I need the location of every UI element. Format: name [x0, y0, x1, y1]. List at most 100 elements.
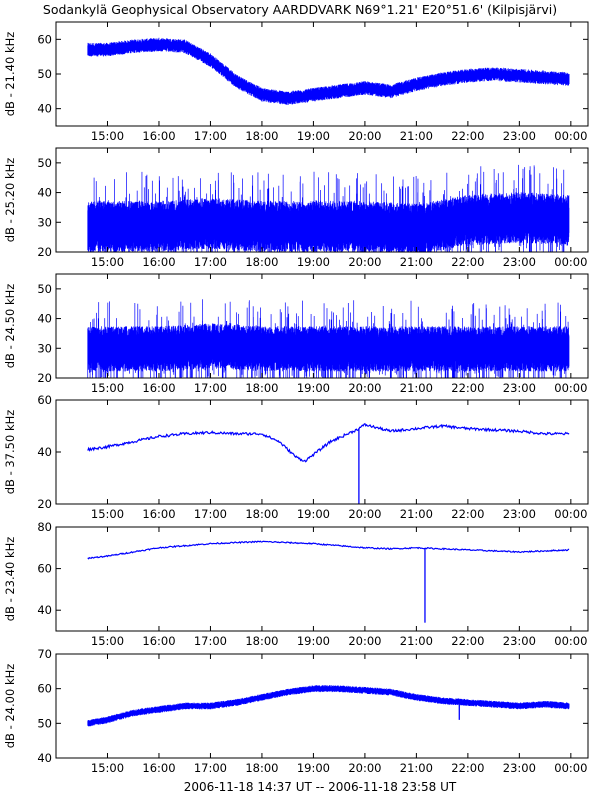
x-tick-label: 16:00: [142, 129, 175, 143]
time-range-footer: 2006-11-18 14:37 UT -- 2006-11-18 23:58 …: [184, 780, 457, 794]
y-tick-label: 80: [37, 520, 52, 534]
x-tick-label: 21:00: [400, 381, 433, 395]
x-tick-label: 00:00: [554, 255, 587, 269]
x-tick-label: 22:00: [451, 129, 484, 143]
panel-4: 20 40 60 15:00 16:00 17:00 18:00 19:00 20:00 21:0…: [3, 393, 589, 521]
plot-frame: [55, 526, 589, 632]
y-axis-label: dB - 23.40 kHz: [3, 537, 17, 622]
x-tick-label: 18:00: [245, 381, 278, 395]
y-tick-label: 40: [37, 751, 52, 765]
figure-title: Sodankylä Geophysical Observatory AARDDV…: [43, 2, 557, 17]
x-tick-label: 16:00: [142, 634, 175, 648]
x-tick-label: 22:00: [451, 761, 484, 775]
x-tick-label: 21:00: [400, 761, 433, 775]
x-tick-label: 18:00: [245, 507, 278, 521]
x-tick-label: 22:00: [451, 381, 484, 395]
y-tick-label: 50: [37, 156, 52, 170]
x-tick-label: 21:00: [400, 255, 433, 269]
x-tick-label: 19:00: [297, 381, 330, 395]
x-tick-label: 15:00: [91, 381, 124, 395]
plot-frame: [55, 273, 589, 379]
y-tick-label: 20: [37, 371, 52, 385]
panel-6: 40 50 60 70 15:00 16:00 17:00 18:00 19:00 20:00 21…: [3, 647, 589, 775]
y-tick-label: 20: [37, 245, 52, 259]
series-line: [87, 164, 570, 252]
series-group: [87, 422, 570, 504]
y-tick-label: 50: [37, 716, 52, 730]
y-axis-label: dB - 24.00 kHz: [3, 664, 17, 749]
x-tick-label: 15:00: [91, 761, 124, 775]
x-tick-label: 16:00: [142, 507, 175, 521]
x-tick-label: 19:00: [297, 507, 330, 521]
series-group: [87, 540, 570, 623]
y-tick-label: 30: [37, 341, 52, 355]
x-tick-label: 21:00: [400, 507, 433, 521]
x-tick-label: 23:00: [503, 507, 536, 521]
x-tick-label: 18:00: [245, 255, 278, 269]
x-tick-label: 19:00: [297, 634, 330, 648]
panels: 40 50 60 15:00 16:00 17:00 18:00 19:00 20:00 21:0…: [3, 21, 589, 775]
x-tick-label: 22:00: [451, 255, 484, 269]
x-tick-label: 18:00: [245, 634, 278, 648]
x-tick-label: 22:00: [451, 507, 484, 521]
y-tick-label: 30: [37, 215, 52, 229]
y-axis-label: dB - 37.50 kHz: [3, 410, 17, 495]
x-tick-label: 20:00: [348, 761, 381, 775]
x-tick-label: 00:00: [554, 129, 587, 143]
plot-frame: [55, 653, 589, 759]
x-tick-label: 15:00: [91, 129, 124, 143]
y-axis-label: dB - 25.20 kHz: [3, 158, 17, 243]
y-tick-label: 60: [37, 682, 52, 696]
x-tick-label: 17:00: [194, 507, 227, 521]
x-tick-label: 20:00: [348, 255, 381, 269]
series-group: [87, 164, 570, 252]
x-tick-label: 15:00: [91, 507, 124, 521]
y-tick-label: 70: [37, 647, 52, 661]
y-tick-label: 40: [37, 102, 52, 116]
x-tick-label: 18:00: [245, 129, 278, 143]
x-tick-label: 23:00: [503, 381, 536, 395]
panel-5: 40 60 80 15:00 16:00 17:00 18:00 19:00 20:00 21:0…: [3, 520, 589, 648]
y-tick-label: 60: [37, 393, 52, 407]
y-tick-label: 50: [37, 282, 52, 296]
y-tick-label: 40: [37, 603, 52, 617]
y-tick-label: 60: [37, 32, 52, 46]
series-group: [87, 685, 570, 727]
x-tick-label: 20:00: [348, 381, 381, 395]
x-tick-label: 00:00: [554, 381, 587, 395]
x-tick-label: 21:00: [400, 129, 433, 143]
x-tick-label: 19:00: [297, 255, 330, 269]
panel-1: 40 50 60 15:00 16:00 17:00 18:00 19:00 20:00 21:0…: [3, 21, 589, 143]
x-tick-label: 23:00: [503, 634, 536, 648]
x-tick-label: 17:00: [194, 129, 227, 143]
x-tick-label: 23:00: [503, 255, 536, 269]
x-tick-label: 23:00: [503, 129, 536, 143]
x-tick-label: 20:00: [348, 507, 381, 521]
x-tick-label: 22:00: [451, 634, 484, 648]
x-tick-label: 17:00: [194, 255, 227, 269]
y-tick-label: 20: [37, 497, 52, 511]
x-tick-label: 20:00: [348, 634, 381, 648]
x-tick-label: 16:00: [142, 761, 175, 775]
x-tick-label: 00:00: [554, 507, 587, 521]
x-tick-label: 15:00: [91, 255, 124, 269]
x-tick-label: 17:00: [194, 761, 227, 775]
x-tick-label: 21:00: [400, 634, 433, 648]
y-axis-label: dB - 24.50 kHz: [3, 284, 17, 369]
x-tick-label: 18:00: [245, 761, 278, 775]
y-tick-label: 60: [37, 562, 52, 576]
x-tick-label: 23:00: [503, 761, 536, 775]
y-tick-label: 40: [37, 186, 52, 200]
x-tick-label: 20:00: [348, 129, 381, 143]
x-tick-label: 16:00: [142, 381, 175, 395]
plot-frame: [55, 147, 589, 253]
x-tick-label: 00:00: [554, 761, 587, 775]
series-line: [87, 685, 570, 727]
series-group: [87, 37, 570, 105]
x-tick-label: 17:00: [194, 634, 227, 648]
x-tick-label: 15:00: [91, 634, 124, 648]
y-axis-label: dB - 21.40 kHz: [3, 32, 17, 117]
panel-3: 20 30 40 50 15:00 16:00 17:00 18:00 19:00 20:00 21…: [3, 273, 589, 395]
x-tick-label: 16:00: [142, 255, 175, 269]
